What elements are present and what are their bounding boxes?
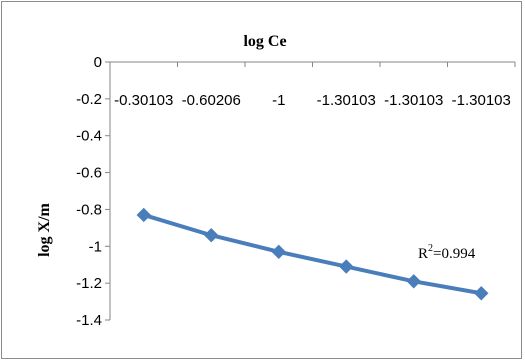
r-squared-sup: 2 bbox=[428, 243, 433, 254]
x-tick-label: -1 bbox=[272, 92, 285, 109]
y-tick-label: -0.2 bbox=[76, 91, 102, 108]
x-tick-label: -1.30103 bbox=[452, 92, 511, 109]
y-tick-label: 0 bbox=[94, 54, 102, 71]
y-tick-label: -1.4 bbox=[76, 312, 102, 329]
data-point-marker bbox=[271, 244, 286, 260]
x-tick-label: -1.30103 bbox=[317, 92, 376, 109]
r-squared-annotation: R2=0.994 bbox=[418, 243, 476, 262]
data-point-marker bbox=[136, 207, 151, 223]
r-squared-value: =0.994 bbox=[433, 246, 476, 262]
x-tick-label: -0.30103 bbox=[114, 92, 173, 109]
data-point-marker bbox=[204, 228, 219, 243]
y-tick-label: -0.6 bbox=[76, 165, 102, 182]
data-point-marker bbox=[339, 259, 354, 274]
y-tick-label: -1.2 bbox=[76, 275, 102, 292]
y-tick-label: -0.8 bbox=[76, 201, 102, 218]
data-point-marker bbox=[474, 286, 489, 301]
r-squared-prefix: R bbox=[418, 246, 428, 262]
x-axis-title: log Ce bbox=[243, 33, 286, 50]
data-point-marker bbox=[406, 274, 421, 289]
y-axis-title: log X/m bbox=[36, 202, 53, 256]
series-line bbox=[141, 212, 484, 296]
y-tick-label: -0.4 bbox=[76, 128, 102, 145]
x-tick-label: -0.60206 bbox=[182, 92, 241, 109]
x-tick-label: -1.30103 bbox=[384, 92, 443, 109]
y-tick-label: -1 bbox=[89, 238, 102, 255]
